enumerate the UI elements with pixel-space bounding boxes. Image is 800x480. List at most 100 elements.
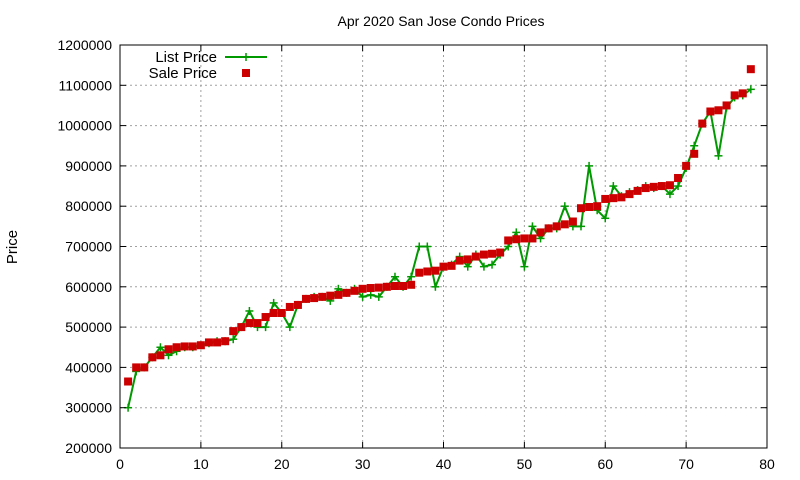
list-price-point bbox=[528, 222, 537, 231]
list-price-point bbox=[423, 242, 432, 251]
sale-price-point bbox=[674, 173, 683, 182]
sale-price-point bbox=[439, 262, 448, 271]
x-tick-label: 40 bbox=[436, 456, 452, 472]
sale-price-point bbox=[609, 194, 618, 203]
list-price-point bbox=[520, 262, 529, 271]
sale-price-point bbox=[657, 182, 666, 191]
axes: 0 10 20 30 40 50 60 70 80 200000 300000 400000 50000… bbox=[57, 37, 775, 472]
sale-price-point bbox=[180, 342, 189, 351]
list-price-point bbox=[390, 272, 399, 281]
sale-price-point bbox=[221, 337, 230, 346]
sale-price-point bbox=[649, 182, 658, 191]
sale-price-point bbox=[568, 217, 577, 226]
legend-square-swatch bbox=[242, 69, 250, 77]
list-price-point bbox=[576, 222, 585, 231]
sale-price-point bbox=[641, 184, 650, 193]
x-tick-label: 0 bbox=[116, 456, 124, 472]
x-tick-label: 70 bbox=[678, 456, 694, 472]
sale-price-point bbox=[690, 149, 699, 158]
list-price-point bbox=[714, 151, 723, 160]
sale-price-point bbox=[188, 342, 197, 351]
sale-price-point bbox=[746, 65, 755, 74]
sale-price-point bbox=[682, 161, 691, 170]
y-tick-label: 1200000 bbox=[57, 37, 112, 53]
list-price-point bbox=[512, 228, 521, 237]
sale-price-point bbox=[172, 343, 181, 352]
sale-price-point bbox=[544, 224, 553, 233]
sale-price-point bbox=[423, 267, 432, 276]
x-tick-label: 80 bbox=[759, 456, 775, 472]
y-tick-label: 200000 bbox=[65, 440, 112, 456]
list-price-point bbox=[261, 323, 270, 332]
x-tick-label: 20 bbox=[274, 456, 290, 472]
y-tick-label: 800000 bbox=[65, 198, 112, 214]
list-price-point bbox=[463, 262, 472, 271]
list-price-point bbox=[560, 202, 569, 211]
list-price-line bbox=[127, 88, 752, 408]
y-tick-label: 1000000 bbox=[57, 118, 112, 134]
sale-price-point bbox=[560, 220, 569, 229]
sale-price-point bbox=[261, 313, 270, 322]
sale-price-point bbox=[342, 288, 351, 297]
x-tick-label: 50 bbox=[517, 456, 533, 472]
sale-price-point bbox=[148, 353, 157, 362]
y-tick-label: 600000 bbox=[65, 279, 112, 295]
sale-price-point bbox=[318, 292, 327, 301]
sale-price-point bbox=[415, 268, 424, 277]
legend-plus-swatch bbox=[242, 53, 250, 61]
sale-price-point bbox=[326, 291, 335, 300]
y-tick-label: 700000 bbox=[65, 239, 112, 255]
sale-price-point bbox=[407, 280, 416, 289]
sale-price-point bbox=[156, 351, 165, 360]
sale-price-point bbox=[293, 300, 302, 309]
sale-price-point bbox=[512, 235, 521, 244]
sale-price-point bbox=[196, 341, 205, 350]
sale-price-point bbox=[124, 377, 133, 386]
x-tick-label: 60 bbox=[597, 456, 613, 472]
sale-price-point bbox=[382, 282, 391, 291]
sale-price-point bbox=[237, 323, 246, 332]
sale-price-point bbox=[463, 255, 472, 264]
sale-price-point bbox=[269, 308, 278, 317]
sale-price-point bbox=[698, 119, 707, 128]
sale-price-point bbox=[625, 190, 634, 199]
sale-price-point bbox=[334, 290, 343, 299]
sale-price-point bbox=[488, 249, 497, 258]
y-tick-label: 900000 bbox=[65, 158, 112, 174]
x-tick-label: 10 bbox=[193, 456, 209, 472]
list-price-point bbox=[665, 190, 674, 199]
list-price-point bbox=[245, 306, 254, 315]
sale-price-point bbox=[164, 345, 173, 354]
sale-price-point bbox=[601, 194, 610, 203]
sale-price-point bbox=[302, 294, 311, 303]
y-axis-label: Price bbox=[4, 230, 21, 264]
list-price-point bbox=[407, 272, 416, 281]
sale-price-point bbox=[132, 363, 141, 372]
sale-price-point bbox=[455, 256, 464, 265]
sale-price-point bbox=[722, 101, 731, 110]
list-price-point bbox=[746, 85, 755, 94]
y-tick-label: 500000 bbox=[65, 319, 112, 335]
y-tick-label: 1100000 bbox=[59, 77, 113, 93]
grid bbox=[120, 45, 767, 448]
sale-price-point bbox=[520, 234, 529, 243]
sale-price-point bbox=[504, 236, 513, 245]
sale-price-point bbox=[706, 107, 715, 116]
list-price-point bbox=[269, 298, 278, 307]
list-price-point bbox=[366, 290, 375, 299]
sale-price-point bbox=[496, 248, 505, 257]
list-price-point bbox=[488, 260, 497, 269]
sale-price-point bbox=[576, 204, 585, 213]
list-price-point bbox=[674, 182, 683, 191]
sale-price-point bbox=[310, 294, 319, 303]
sale-price-point bbox=[350, 286, 359, 295]
list-price-point bbox=[585, 161, 594, 170]
sale-price-point bbox=[374, 283, 383, 292]
sale-price-point bbox=[277, 308, 286, 317]
sale-price-point bbox=[552, 222, 561, 231]
list-price-point bbox=[431, 282, 440, 291]
sale-price-point bbox=[633, 186, 642, 195]
sale-price-point bbox=[585, 203, 594, 212]
